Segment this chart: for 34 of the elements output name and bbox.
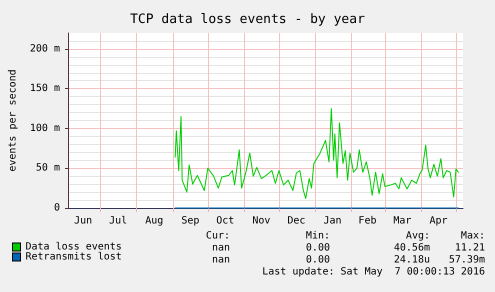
y-axis-title: events per second: [8, 69, 18, 172]
x-tick-label: Mar: [393, 216, 412, 226]
y-tick-label: 150 m: [30, 83, 60, 94]
text: nan: [212, 242, 230, 254]
text: Cur:: [206, 230, 230, 242]
x-tick-label: Apr: [430, 216, 448, 226]
text: 0.00: [306, 242, 330, 254]
text: 24.18u: [394, 254, 430, 266]
x-tick-label: Nov: [252, 216, 270, 226]
text: Min:: [306, 230, 330, 242]
y-tick-label: 0: [54, 202, 60, 214]
text: 40.56m: [394, 242, 430, 254]
x-tick-label: Jan: [323, 216, 342, 226]
legend-label: Retransmits lost: [26, 252, 122, 262]
x-tick-label: Feb: [358, 216, 376, 226]
x-tick-label: Sep: [181, 216, 200, 226]
x-tick-label: Jul: [109, 216, 128, 226]
y-tick-label: 50 m: [36, 162, 60, 174]
text: 57.39m: [448, 254, 485, 266]
text: Last update: Sat May 7 00:00:13 2016: [262, 266, 485, 278]
x-tick-label: Aug: [145, 216, 164, 226]
chart-title: TCP data loss events - by year: [130, 12, 366, 27]
y-tick-label: 200 m: [30, 43, 60, 54]
text: Avg:: [406, 230, 430, 242]
text: nan: [212, 254, 230, 266]
text: Max:: [460, 230, 486, 242]
y-tick-label: 100 m: [30, 122, 60, 134]
text: 0.00: [306, 254, 330, 266]
legend-label: Data loss events: [26, 242, 122, 252]
line-series: [174, 108, 459, 199]
x-tick-label: Oct: [216, 216, 234, 226]
x-tick-label: Dec: [287, 216, 306, 226]
text: 11.21: [454, 242, 485, 254]
x-tick-label: Jun: [74, 216, 92, 226]
